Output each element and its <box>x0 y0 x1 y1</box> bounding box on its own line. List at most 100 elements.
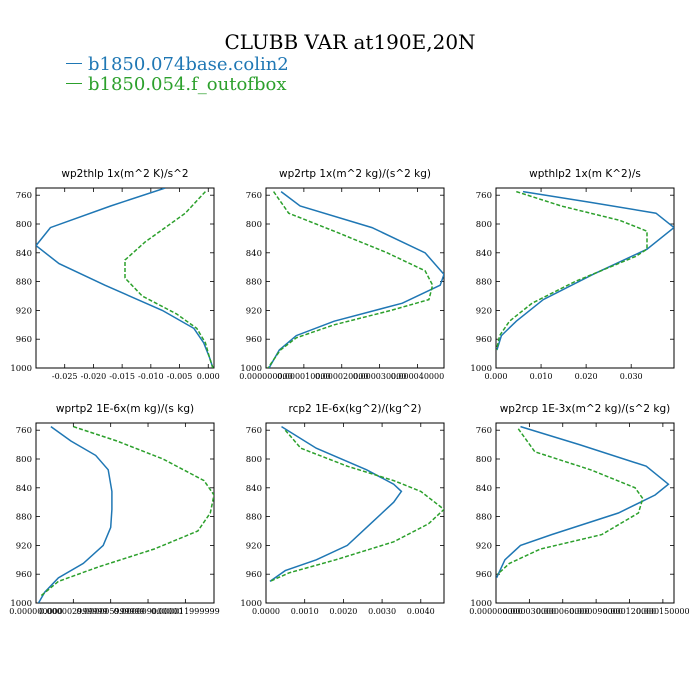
series-line-1 <box>496 425 670 579</box>
y-tick-label: 840 <box>476 484 492 494</box>
legend-swatch-1 <box>66 62 82 64</box>
y-tick-label: 840 <box>16 484 32 494</box>
series-line-1 <box>36 188 214 368</box>
y-tick-label: 800 <box>16 220 32 230</box>
plot-frame <box>35 187 215 369</box>
plot-frame <box>495 187 675 369</box>
y-tick-label: 800 <box>476 455 492 465</box>
x-tick-label: 0.000010000 <box>277 372 330 381</box>
plot-frame <box>265 422 445 604</box>
panel-wpthlp2: wpthlp2 1x(m K^2)/s 760 800 840 880 920 960 100… <box>470 168 675 381</box>
x-tick-label: 0.0030 <box>368 607 396 616</box>
figure-title: CLUBB VAR at190E,20N <box>224 30 476 54</box>
panel-title: wpthlp2 1x(m K^2)/s <box>529 168 641 180</box>
series-line-2 <box>267 191 434 368</box>
y-tick-label: 920 <box>246 306 262 316</box>
panel-title: wp2rcp 1E-3x(m^2 kg)/(s^2 kg) <box>500 403 671 415</box>
panel-wp2rcp: wp2rcp 1E-3x(m^2 kg)/(s^2 kg) 760 800 840 88… <box>469 403 689 616</box>
x-tick-label: -0.015 <box>109 372 135 381</box>
legend-label-2: b1850.054.f_outofbox <box>88 74 287 95</box>
y-tick-label: 800 <box>246 455 262 465</box>
series-line-1 <box>37 425 113 603</box>
y-tick-label: 1000 <box>470 599 492 609</box>
y-tick-label: 760 <box>246 426 262 436</box>
x-tick-label: -0.010 <box>138 372 164 381</box>
y-tick-label: 880 <box>246 278 262 288</box>
y-tick-label: 880 <box>16 513 32 523</box>
x-tick-label: 0.0010 <box>291 607 319 616</box>
series-line-2 <box>124 191 214 368</box>
y-tick-label: 800 <box>476 220 492 230</box>
x-tick-label: 0.0000 <box>252 607 280 616</box>
x-tick-label: 0.000040000 <box>391 372 444 381</box>
x-tick-label: 0.000000000 <box>239 372 292 381</box>
legend-label-1: b1850.074base.colin2 <box>88 54 289 75</box>
y-tick-label: 800 <box>16 455 32 465</box>
y-tick-label: 1000 <box>10 599 32 609</box>
y-tick-label: 760 <box>16 191 32 201</box>
y-tick-label: 760 <box>476 191 492 201</box>
series-line-1 <box>268 191 444 368</box>
x-tick-label: 0.000009000000 <box>114 607 183 616</box>
y-tick-label: 1000 <box>470 364 492 374</box>
x-tick-label: 0.010 <box>530 372 553 381</box>
y-tick-label: 1000 <box>10 364 32 374</box>
y-tick-label: 840 <box>246 484 262 494</box>
panel-title: wprtp2 1E-6x(m kg)/(s kg) <box>56 403 194 415</box>
y-tick-label: 760 <box>476 426 492 436</box>
legend-swatch-2 <box>66 82 82 84</box>
y-tick-label: 960 <box>246 335 262 345</box>
x-tick-label: 0.000002999999 <box>39 607 108 616</box>
y-tick-label: 920 <box>16 541 32 551</box>
x-tick-label: 0.0040 <box>407 607 435 616</box>
legend-entry-2: b1850.054.f_outofbox <box>66 74 286 95</box>
y-tick-label: 1000 <box>240 364 262 374</box>
y-tick-label: 960 <box>16 570 32 580</box>
x-tick-label: 0.000090000 <box>569 607 622 616</box>
x-tick-label: 0.030 <box>620 372 643 381</box>
x-tick-label: 0.000150000 <box>636 607 689 616</box>
x-tick-label: 0.000020000 <box>315 372 368 381</box>
plot-frame <box>495 422 675 604</box>
x-tick-label: 0.000030000 <box>503 607 556 616</box>
panel-title: wp2thlp 1x(m^2 K)/s^2 <box>61 168 188 180</box>
x-tick-label: 0.000120000 <box>603 607 656 616</box>
y-tick-label: 880 <box>246 513 262 523</box>
y-tick-label: 960 <box>16 335 32 345</box>
series-line-2 <box>497 428 644 575</box>
y-tick-label: 880 <box>476 278 492 288</box>
y-tick-label: 920 <box>476 541 492 551</box>
y-tick-label: 840 <box>16 249 32 259</box>
series-line-1 <box>496 190 674 351</box>
y-tick-label: 920 <box>16 306 32 316</box>
y-tick-label: 960 <box>246 570 262 580</box>
panel-title: rcp2 1E-6x(kg^2)/(kg^2) <box>289 403 422 415</box>
x-tick-label: -0.025 <box>52 372 78 381</box>
x-tick-label: 0.000005999999 <box>76 607 145 616</box>
y-tick-label: 800 <box>246 220 262 230</box>
series-line-2 <box>496 190 648 351</box>
x-tick-label: 0.000000000 <box>469 607 522 616</box>
y-tick-label: 1000 <box>240 599 262 609</box>
panel-wp2thlp: wp2thlp 1x(m^2 K)/s^2 760 800 840 880 920 960 1… <box>10 168 220 381</box>
x-tick-label: 0.000 <box>197 372 220 381</box>
panel-rcp2: rcp2 1E-6x(kg^2)/(kg^2) 760 800 840 880 920 96… <box>240 403 445 616</box>
y-tick-label: 960 <box>476 335 492 345</box>
y-tick-label: 840 <box>246 249 262 259</box>
y-tick-label: 840 <box>476 249 492 259</box>
y-tick-label: 880 <box>476 513 492 523</box>
series-line-2 <box>40 425 214 597</box>
panel-wprtp2: wprtp2 1E-6x(m kg)/(s kg) 760 800 840 880 920… <box>9 403 219 616</box>
y-tick-label: 760 <box>246 191 262 201</box>
plot-frame <box>35 422 215 604</box>
series-line-1 <box>269 425 403 583</box>
plot-frame <box>265 187 445 369</box>
x-tick-label: 0.000060000 <box>536 607 589 616</box>
x-tick-label: 0.020 <box>575 372 598 381</box>
x-tick-label: 0.0020 <box>329 607 357 616</box>
legend-entry-1: b1850.074base.colin2 <box>66 54 289 75</box>
y-tick-label: 960 <box>476 570 492 580</box>
y-tick-label: 920 <box>246 541 262 551</box>
x-tick-label: 0.000000000 <box>9 607 62 616</box>
